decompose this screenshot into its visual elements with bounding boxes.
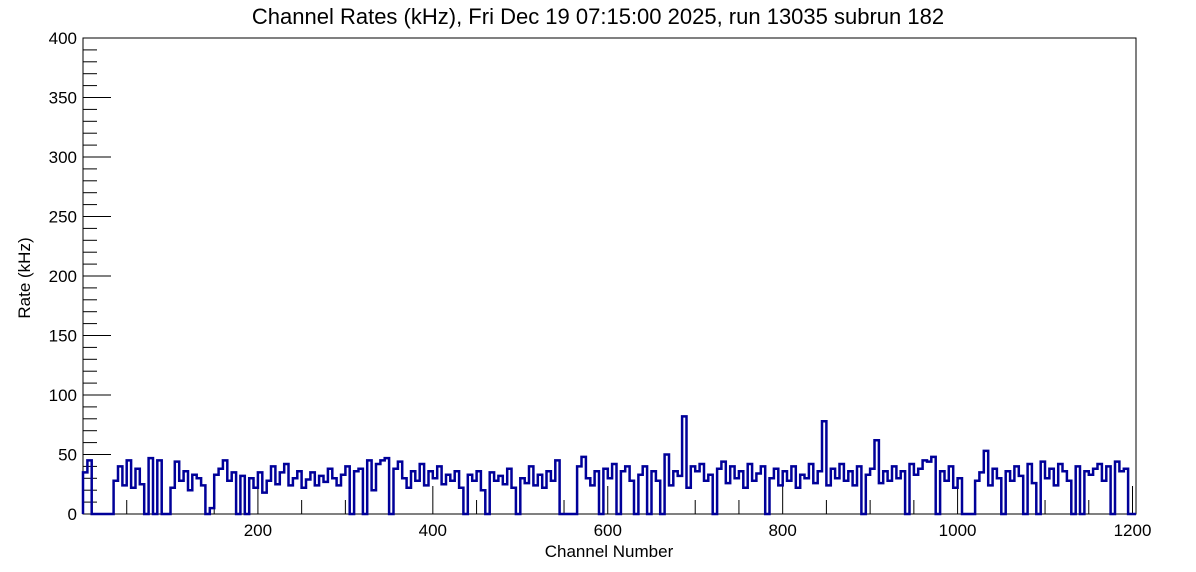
y-tick-label: 100: [49, 386, 77, 405]
plot-frame: [82, 37, 1137, 515]
x-axis-label: Channel Number: [544, 542, 674, 561]
y-tick-label: 0: [68, 505, 77, 524]
x-tick-label: 200: [244, 521, 272, 540]
chart-title: Channel Rates (kHz), Fri Dec 19 07:15:00…: [251, 4, 945, 29]
x-tick-label: 600: [594, 521, 622, 540]
x-tick-label: 800: [768, 521, 796, 540]
y-tick-label: 300: [49, 148, 77, 167]
y-tick-label: 50: [58, 446, 77, 465]
histogram-line: [81, 415, 1136, 516]
x-tick-label: 1000: [939, 521, 977, 540]
y-tick-label: 400: [49, 29, 77, 48]
y-tick-label: 350: [49, 89, 77, 108]
y-tick-label: 150: [49, 327, 77, 346]
x-tick-label: 400: [419, 521, 447, 540]
y-tick-label: 250: [49, 208, 77, 227]
y-tick-label: 200: [49, 267, 77, 286]
x-tick-label: 1200: [1114, 521, 1152, 540]
